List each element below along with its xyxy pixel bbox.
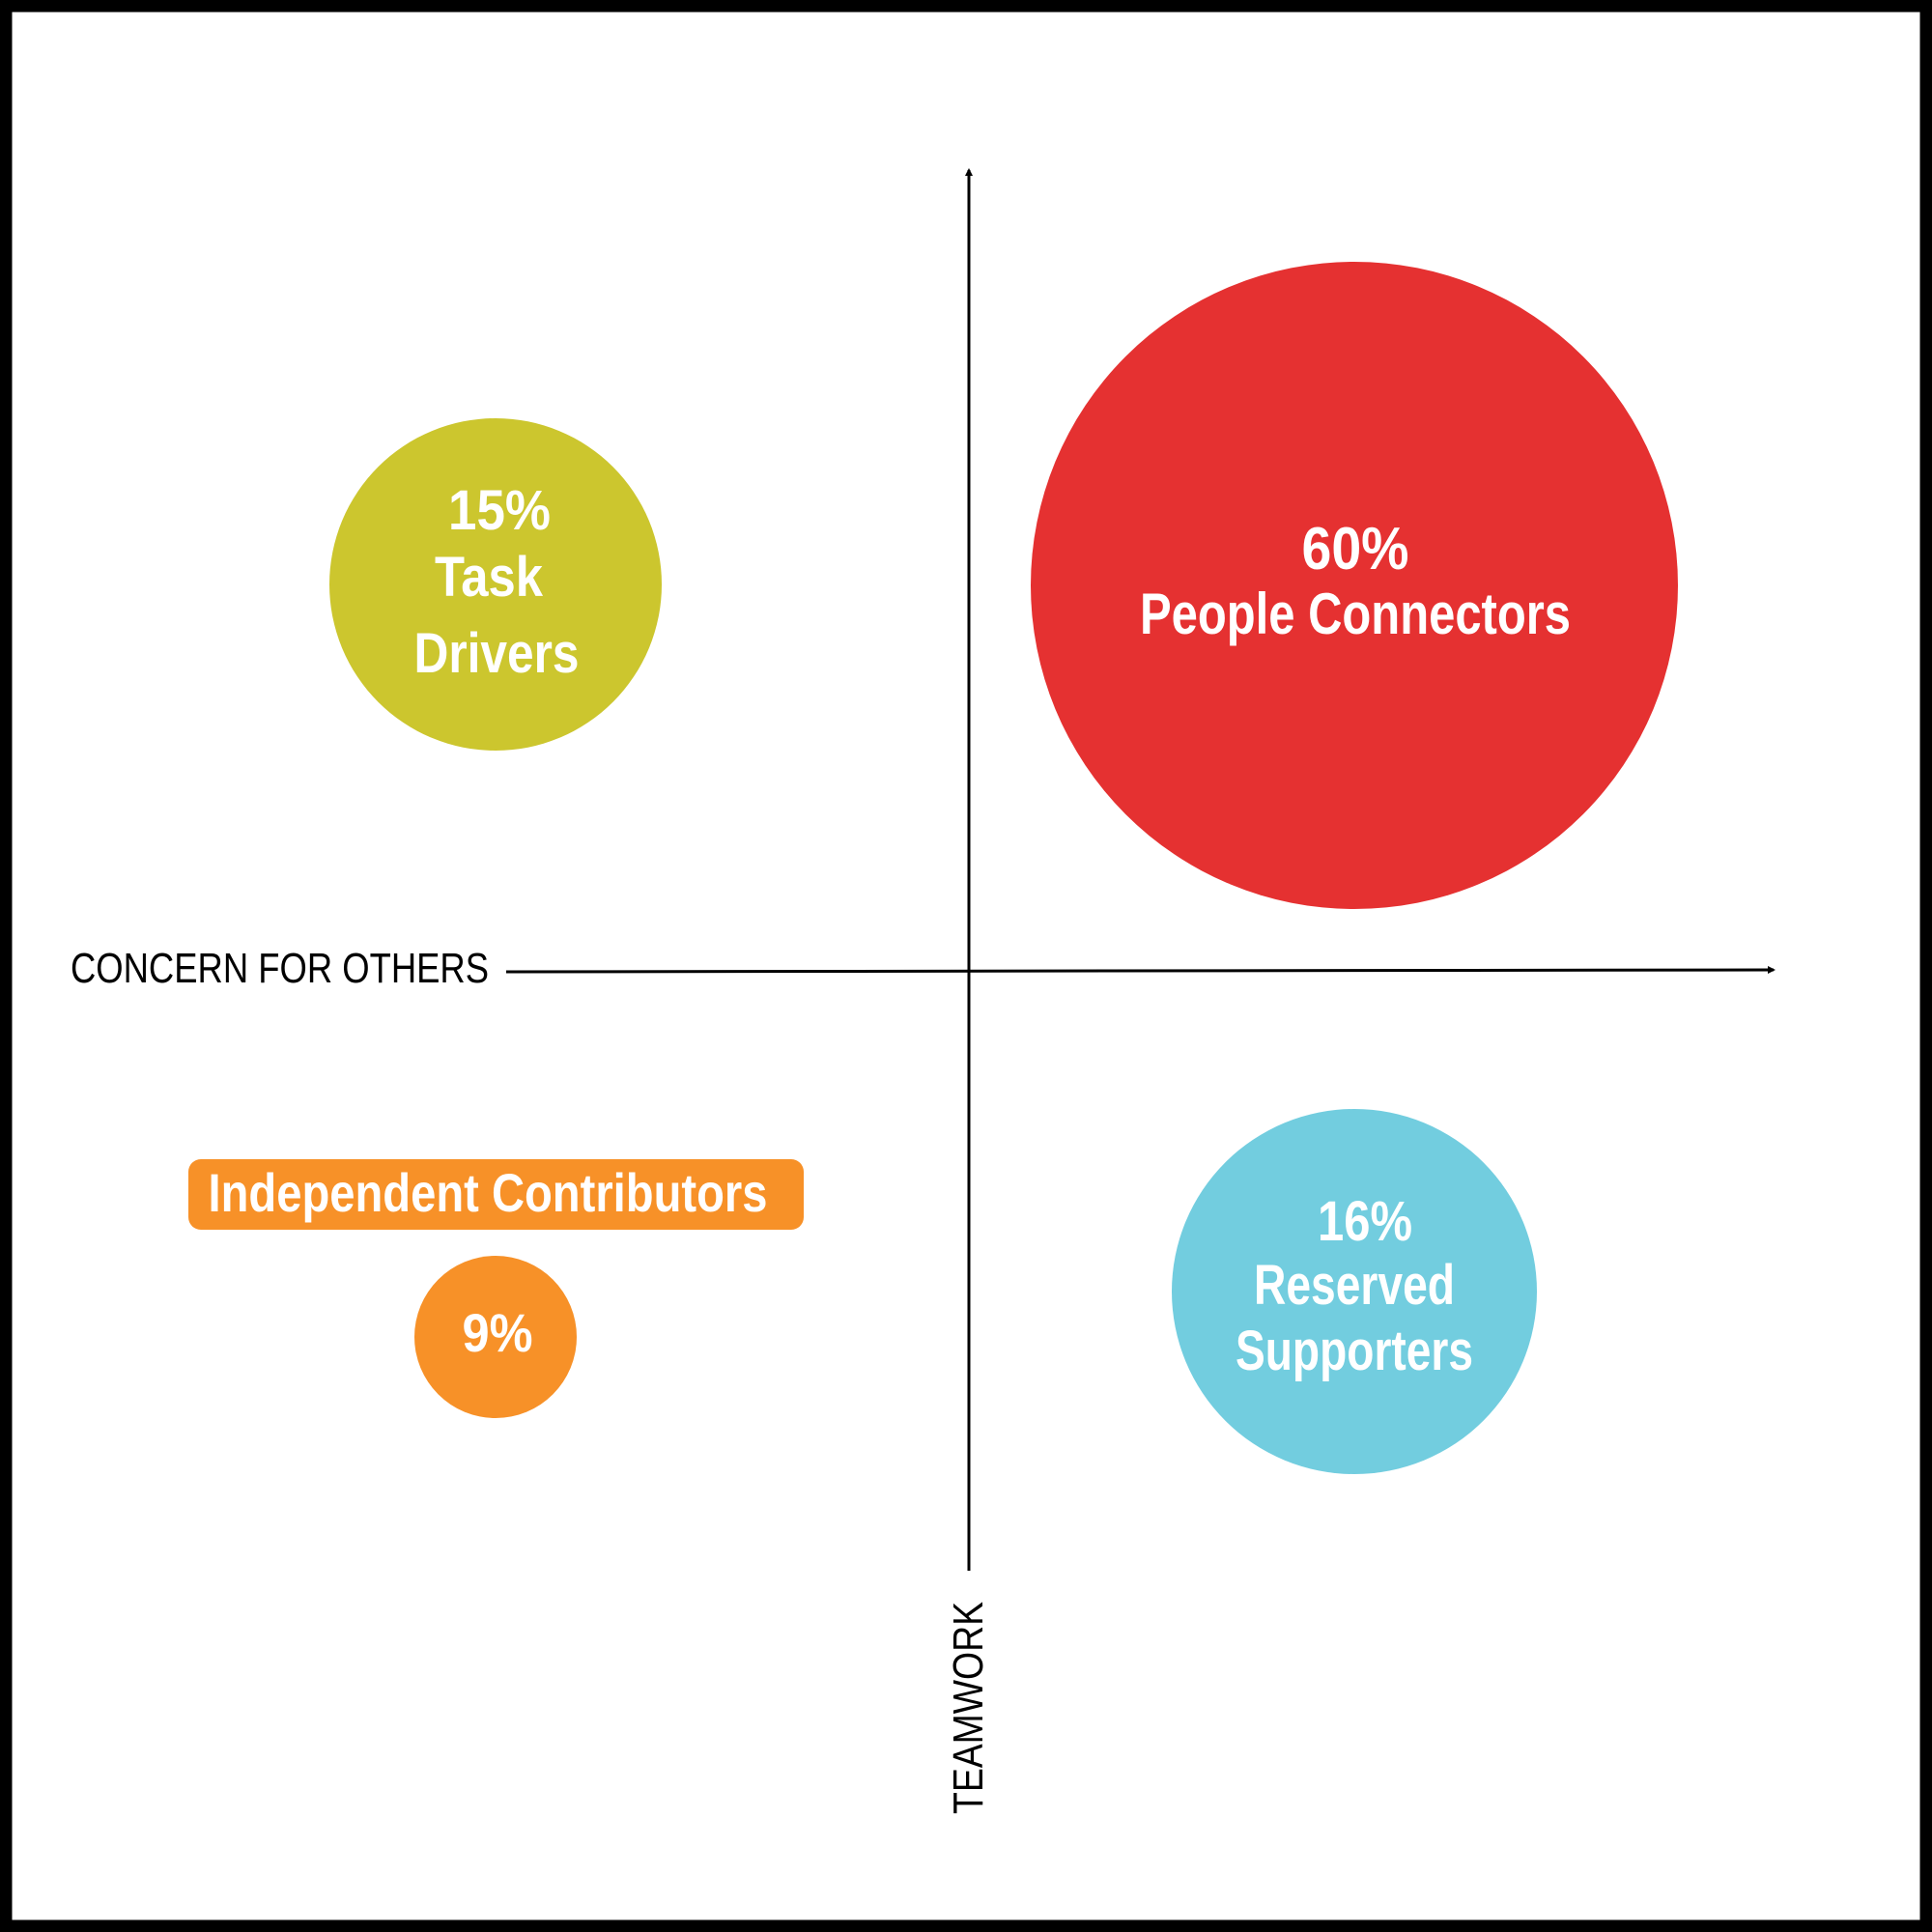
bubble-label: Task [435,546,544,609]
bubble-people-connectors: 60%People Connectors [1031,262,1678,909]
bubble-label: Drivers [414,622,580,685]
bubble-label: People Connectors [1140,582,1571,646]
x-axis [505,966,1776,975]
bubble-label: Supporters [1236,1320,1473,1382]
bubble-circle [414,1256,577,1418]
tag-box [188,1159,804,1230]
bubble-circle [1031,262,1678,909]
bubble-label: Reserved [1254,1254,1455,1317]
x-axis-label: CONCERN FOR OTHERS [71,945,489,992]
bubble-task-drivers: 15%Task Drivers [329,418,662,751]
percent-label: 60% [1302,516,1409,582]
y-axis-label: TEAMWORK [945,1602,992,1814]
tag-label: Independent Contributors [209,1162,768,1223]
bubble-independent-contributors: Independent Contributors 9% [188,1159,804,1418]
percent-label: 15% [448,479,551,542]
percent-label: 16% [1318,1190,1412,1253]
bubble-circle [1172,1109,1537,1474]
percent-label: 9% [463,1302,533,1363]
bubble-circle [329,418,662,751]
